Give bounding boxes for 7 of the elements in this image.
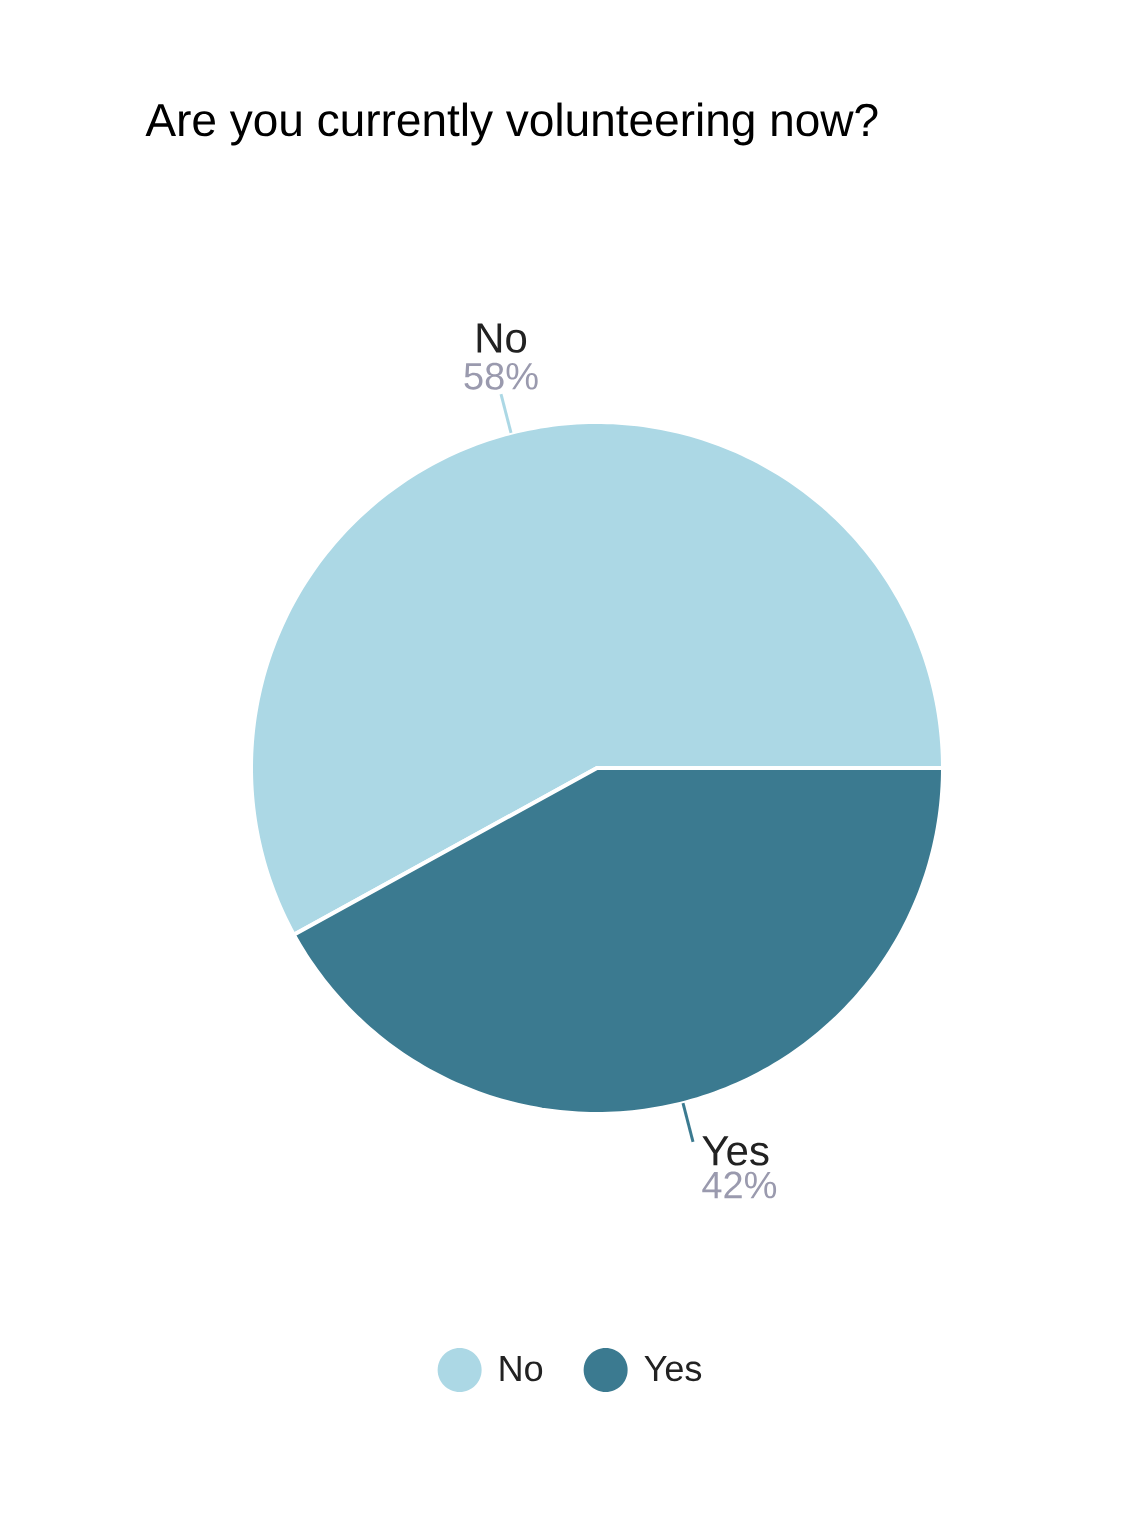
data-label: 42% (702, 1171, 777, 1199)
legend-label: No (500, 1356, 543, 1382)
chart-title: Are you currently volunteering now? (145, 102, 878, 146)
legend-label: Yes (644, 1356, 702, 1382)
data-label: 58% (464, 362, 538, 390)
slice-label: Yes (702, 1136, 769, 1166)
slice-label: No (477, 323, 527, 353)
